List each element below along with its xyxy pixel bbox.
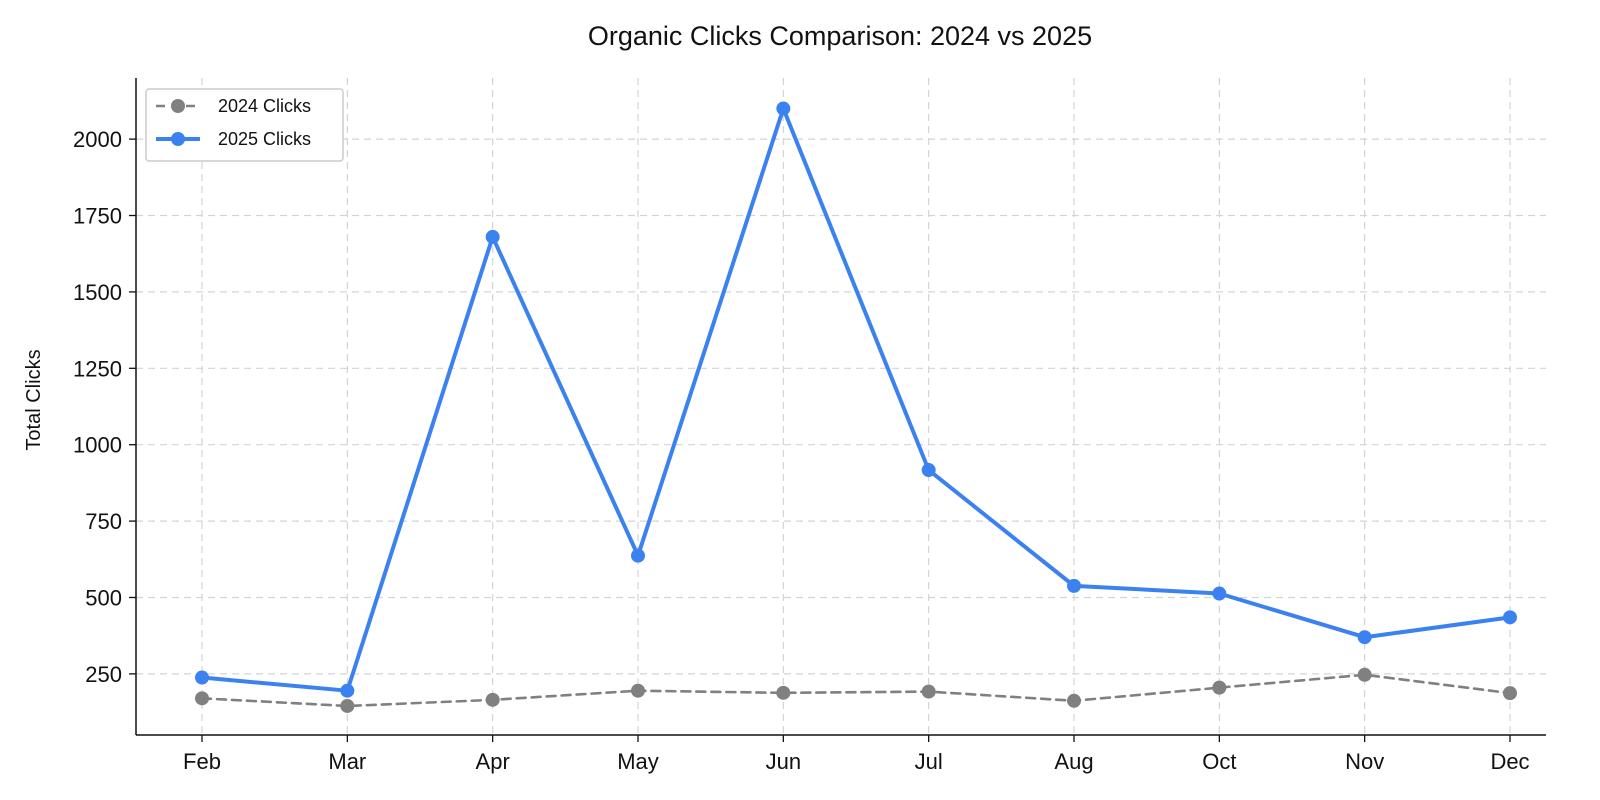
- data-point[interactable]: [1357, 630, 1372, 645]
- data-point[interactable]: [195, 670, 209, 685]
- series-group: [195, 101, 1517, 713]
- y-tick-label: 1500: [73, 280, 122, 305]
- y-tick-label: 500: [85, 585, 122, 610]
- data-point[interactable]: [1503, 686, 1517, 701]
- data-point[interactable]: [776, 685, 791, 700]
- x-tick-label: Feb: [183, 749, 221, 774]
- grid: [136, 78, 1546, 735]
- data-point[interactable]: [1067, 578, 1081, 593]
- series-2024-clicks: [195, 667, 1517, 713]
- x-tick-label: May: [617, 749, 659, 774]
- legend-label: 2025 Clicks: [218, 129, 311, 149]
- y-tick-label: 1250: [73, 356, 122, 381]
- legend-item[interactable]: 2024 Clicks: [156, 96, 311, 116]
- axes: Feb Mar Apr May Jun Jul Aug Oct Nov Dec 250 500 750 1…: [73, 78, 1546, 774]
- data-point[interactable]: [485, 692, 500, 707]
- y-tick-label: 1000: [73, 433, 122, 458]
- series-2025-clicks: [195, 101, 1517, 698]
- y-axis-label: Total Clicks: [23, 349, 45, 450]
- y-tick-label: 1750: [73, 204, 122, 229]
- x-tick-label: Aug: [1054, 749, 1093, 774]
- data-point[interactable]: [1212, 586, 1227, 601]
- legend-box: [145, 88, 344, 162]
- legend-marker: [171, 99, 185, 113]
- data-point[interactable]: [921, 684, 936, 699]
- data-point[interactable]: [921, 463, 936, 478]
- x-tick-label: Dec: [1490, 749, 1529, 774]
- data-point[interactable]: [1357, 667, 1372, 682]
- x-tick-label: Jul: [915, 749, 943, 774]
- series-line: [200, 106, 1512, 693]
- data-point[interactable]: [340, 683, 355, 698]
- data-point[interactable]: [195, 691, 209, 706]
- x-tick-label: Oct: [1202, 749, 1236, 774]
- y-tick-label: 2000: [73, 127, 122, 152]
- data-point[interactable]: [1067, 693, 1081, 708]
- x-tick-label: Nov: [1345, 749, 1384, 774]
- legend-label: 2024 Clicks: [218, 96, 311, 116]
- legend[interactable]: 2024 Clicks 2025 Clicks: [145, 88, 344, 162]
- x-tick-label: Mar: [328, 749, 366, 774]
- legend-item[interactable]: 2025 Clicks: [156, 129, 311, 149]
- data-point[interactable]: [631, 548, 645, 563]
- data-point[interactable]: [1212, 680, 1227, 695]
- data-point[interactable]: [631, 683, 645, 698]
- series-line: [200, 673, 1512, 708]
- x-tick-label: Apr: [476, 749, 510, 774]
- y-tick-label: 250: [85, 662, 122, 687]
- data-point[interactable]: [1503, 610, 1517, 625]
- data-point[interactable]: [485, 229, 500, 244]
- y-tick-label: 750: [85, 509, 122, 534]
- chart-title: Organic Clicks Comparison: 2024 vs 2025: [588, 21, 1092, 51]
- legend-marker: [171, 132, 185, 146]
- data-point[interactable]: [776, 101, 791, 116]
- x-tick-label: Jun: [766, 749, 801, 774]
- data-point[interactable]: [340, 698, 355, 713]
